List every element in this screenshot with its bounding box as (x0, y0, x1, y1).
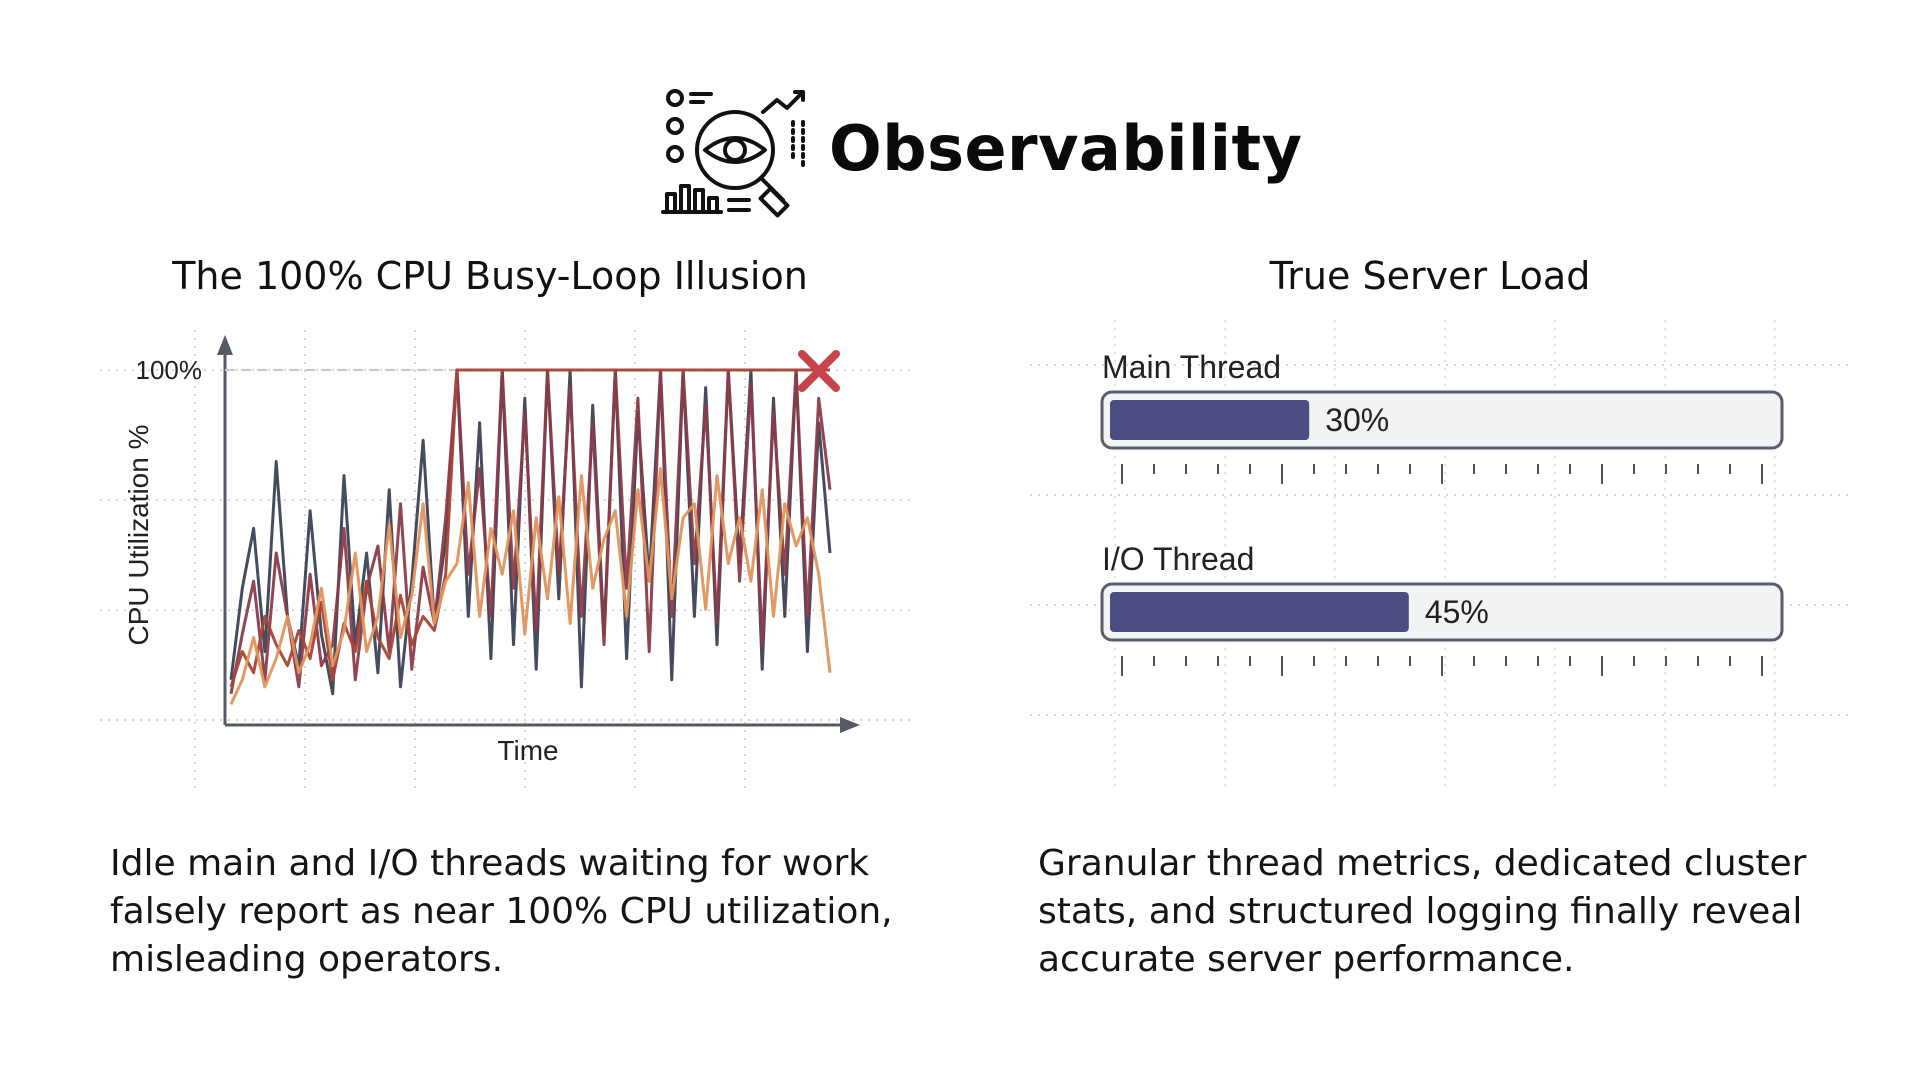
x-axis-label: Time (497, 735, 558, 766)
thread-row: I/O Thread 45% (1100, 541, 1784, 676)
right-caption: Granular thread metrics, dedicated clust… (1038, 843, 1807, 980)
observability-eye-magnifier-icon (661, 89, 805, 218)
thread-label: I/O Thread (1102, 541, 1254, 577)
left-panel-title: The 100% CPU Busy-Loop Illusion (172, 254, 808, 298)
x-axis-arrow (840, 717, 860, 733)
thread-label: Main Thread (1102, 349, 1281, 385)
x-mark-icon (798, 350, 840, 392)
y-tick-label: 100% (136, 355, 203, 385)
bar-fill (1110, 592, 1409, 632)
thread-load-bar-chart: Main Thread 30% I/O Thread 45% (1030, 320, 1850, 790)
bar-value-label: 30% (1325, 402, 1389, 438)
header: Observability (655, 78, 1303, 218)
series-line-3 (229, 368, 830, 688)
y-axis-arrow (217, 335, 233, 355)
series-line-4 (229, 467, 832, 706)
bar-fill (1110, 400, 1310, 440)
y-axis-label: CPU Utilization % (123, 425, 154, 646)
page-title: Observability (829, 111, 1303, 185)
thread-bars: Main Thread 30% I/O Thread 45% (1100, 349, 1784, 676)
left-caption: Idle main and I/O threads waiting for wo… (110, 843, 893, 980)
thread-row: Main Thread 30% (1100, 349, 1784, 484)
chart-series-group (229, 368, 832, 706)
bar-value-label: 45% (1425, 594, 1489, 630)
right-panel-title: True Server Load (1269, 254, 1591, 298)
cpu-utilization-line-chart: 100% CPU Utilization % Time (100, 330, 910, 790)
